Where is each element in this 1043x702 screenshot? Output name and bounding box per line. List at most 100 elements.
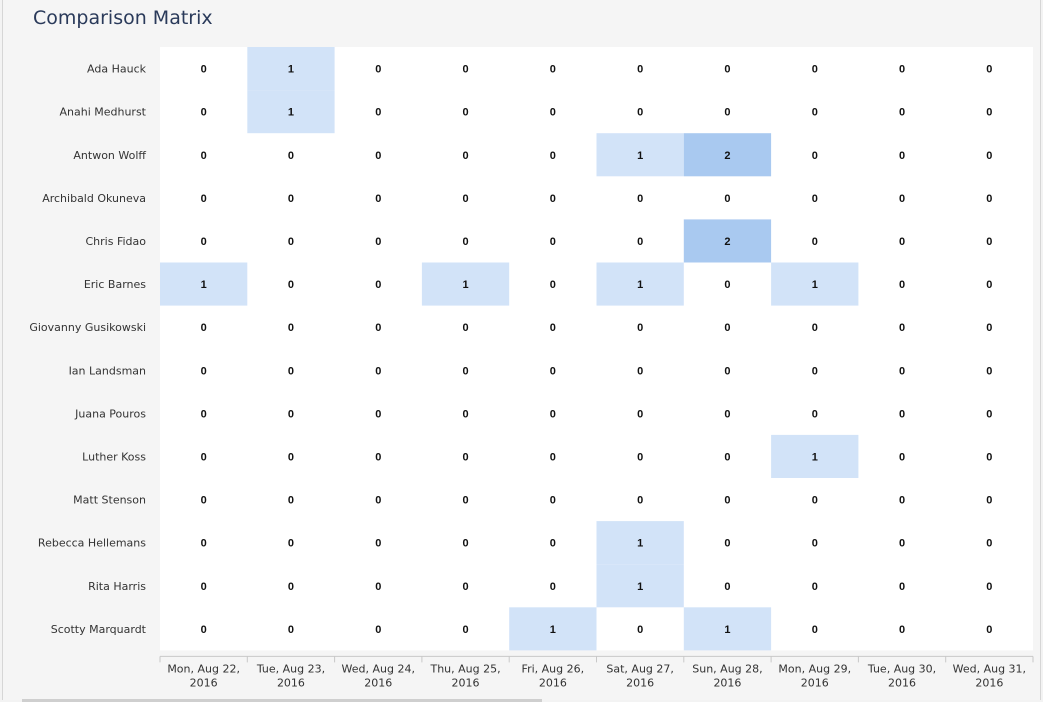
cell-value-label: 0 — [724, 64, 730, 76]
cell-value-label: 0 — [899, 279, 905, 291]
heatmap-cell — [596, 564, 684, 608]
cell-value-label: 0 — [899, 64, 905, 76]
cell-value-label: 0 — [550, 581, 556, 593]
scrollbar[interactable] — [22, 699, 542, 702]
column-label: 2016 — [713, 676, 741, 689]
cell-value-label: 0 — [201, 64, 207, 76]
cell-value-label: 0 — [550, 365, 556, 377]
cell-value-label: 0 — [462, 495, 468, 507]
cell-value-label: 0 — [201, 365, 207, 377]
cell-value-label: 0 — [637, 408, 643, 420]
cell-value-label: 0 — [462, 408, 468, 420]
cell-value-label: 0 — [899, 538, 905, 550]
cell-value-label: 0 — [899, 624, 905, 636]
cell-value-label: 0 — [288, 193, 294, 205]
cell-value-label: 0 — [724, 408, 730, 420]
cell-value-label: 0 — [550, 451, 556, 463]
cell-value-label: 0 — [986, 279, 992, 291]
cell-value-label: 0 — [637, 451, 643, 463]
heatmap-cell — [247, 47, 335, 91]
heatmap-cell — [596, 521, 684, 565]
heatmap-cell — [771, 434, 859, 478]
cell-value-label: 0 — [462, 624, 468, 636]
cell-value-label: 0 — [724, 322, 730, 334]
row-label: Ada Hauck — [87, 63, 147, 76]
cell-value-label: 0 — [986, 236, 992, 248]
cell-value-label: 0 — [375, 624, 381, 636]
heatmap-cell — [509, 607, 597, 651]
column-label: Sun, Aug 28, — [692, 662, 762, 675]
cell-value-label: 0 — [288, 581, 294, 593]
heatmap-cell — [596, 133, 684, 177]
column-label: 2016 — [452, 676, 480, 689]
row-label: Giovanny Gusikowski — [29, 321, 146, 334]
cell-value-label: 0 — [288, 624, 294, 636]
cell-value-label: 0 — [462, 322, 468, 334]
cell-value-label: 0 — [899, 150, 905, 162]
cell-value-label: 0 — [288, 365, 294, 377]
cell-value-label: 0 — [375, 279, 381, 291]
row-label: Archibald Okuneva — [42, 192, 146, 205]
cell-value-label: 0 — [375, 64, 381, 76]
heatmap-cell — [683, 219, 772, 263]
cell-value-label: 0 — [550, 538, 556, 550]
cell-value-label: 0 — [812, 193, 818, 205]
heatmap-cell — [683, 607, 772, 651]
cell-value-label: 0 — [986, 538, 992, 550]
heatmap-cell — [771, 262, 859, 306]
cell-value-label: 0 — [637, 365, 643, 377]
cell-value-label: 1 — [637, 581, 643, 593]
column-label: 2016 — [190, 676, 218, 689]
heatmap-cell — [421, 262, 510, 306]
cell-value-label: 0 — [986, 193, 992, 205]
cell-value-label: 1 — [637, 538, 643, 550]
cell-value-label: 0 — [462, 451, 468, 463]
cell-value-label: 0 — [201, 408, 207, 420]
row-label: Ian Landsman — [69, 364, 146, 377]
cell-value-label: 0 — [288, 495, 294, 507]
cell-value-label: 0 — [201, 451, 207, 463]
cell-value-label: 1 — [724, 624, 730, 636]
cell-value-label: 0 — [899, 408, 905, 420]
cell-value-label: 0 — [724, 279, 730, 291]
cell-value-label: 1 — [201, 279, 207, 291]
cell-value-label: 0 — [812, 408, 818, 420]
cell-value-label: 0 — [375, 322, 381, 334]
cell-value-label: 0 — [550, 495, 556, 507]
cell-value-label: 0 — [201, 581, 207, 593]
cell-value-label: 2 — [724, 150, 730, 162]
cell-value-label: 0 — [812, 581, 818, 593]
cell-value-label: 0 — [899, 581, 905, 593]
cell-value-label: 0 — [462, 107, 468, 119]
cell-value-label: 0 — [375, 408, 381, 420]
cell-value-label: 0 — [724, 193, 730, 205]
cell-value-label: 0 — [637, 107, 643, 119]
cell-value-label: 0 — [986, 150, 992, 162]
column-label: Fri, Aug 26, — [522, 662, 585, 675]
row-label: Juana Pouros — [74, 407, 146, 420]
cell-value-label: 0 — [899, 495, 905, 507]
cell-value-label: 0 — [899, 322, 905, 334]
heatmap-chart: 0 1 0 0 0 0 0 0 0 0 0 1 0 0 0 0 0 0 0 0 0 0 0 0 0 1 2 0 0 0 0 0 0 0 0 0 0 0 0 0… — [29, 47, 1034, 689]
cell-value-label: 0 — [375, 150, 381, 162]
cell-value-label: 0 — [899, 451, 905, 463]
cell-value-label: 0 — [201, 107, 207, 119]
cell-value-label: 0 — [462, 538, 468, 550]
cell-value-label: 0 — [812, 495, 818, 507]
column-label: 2016 — [801, 676, 829, 689]
cell-value-label: 0 — [375, 495, 381, 507]
cell-value-label: 0 — [288, 408, 294, 420]
cell-value-label: 0 — [986, 322, 992, 334]
cell-value-label: 0 — [550, 107, 556, 119]
cell-value-label: 1 — [462, 279, 468, 291]
cell-value-label: 0 — [812, 64, 818, 76]
heatmap-cell — [596, 262, 684, 306]
column-label: Mon, Aug 29, — [778, 662, 851, 675]
row-label: Luther Koss — [82, 450, 146, 463]
row-label: Antwon Wolff — [73, 149, 146, 162]
cell-value-label: 0 — [375, 193, 381, 205]
cell-value-label: 0 — [462, 193, 468, 205]
cell-value-label: 0 — [550, 279, 556, 291]
heatmap-cell — [247, 90, 335, 134]
